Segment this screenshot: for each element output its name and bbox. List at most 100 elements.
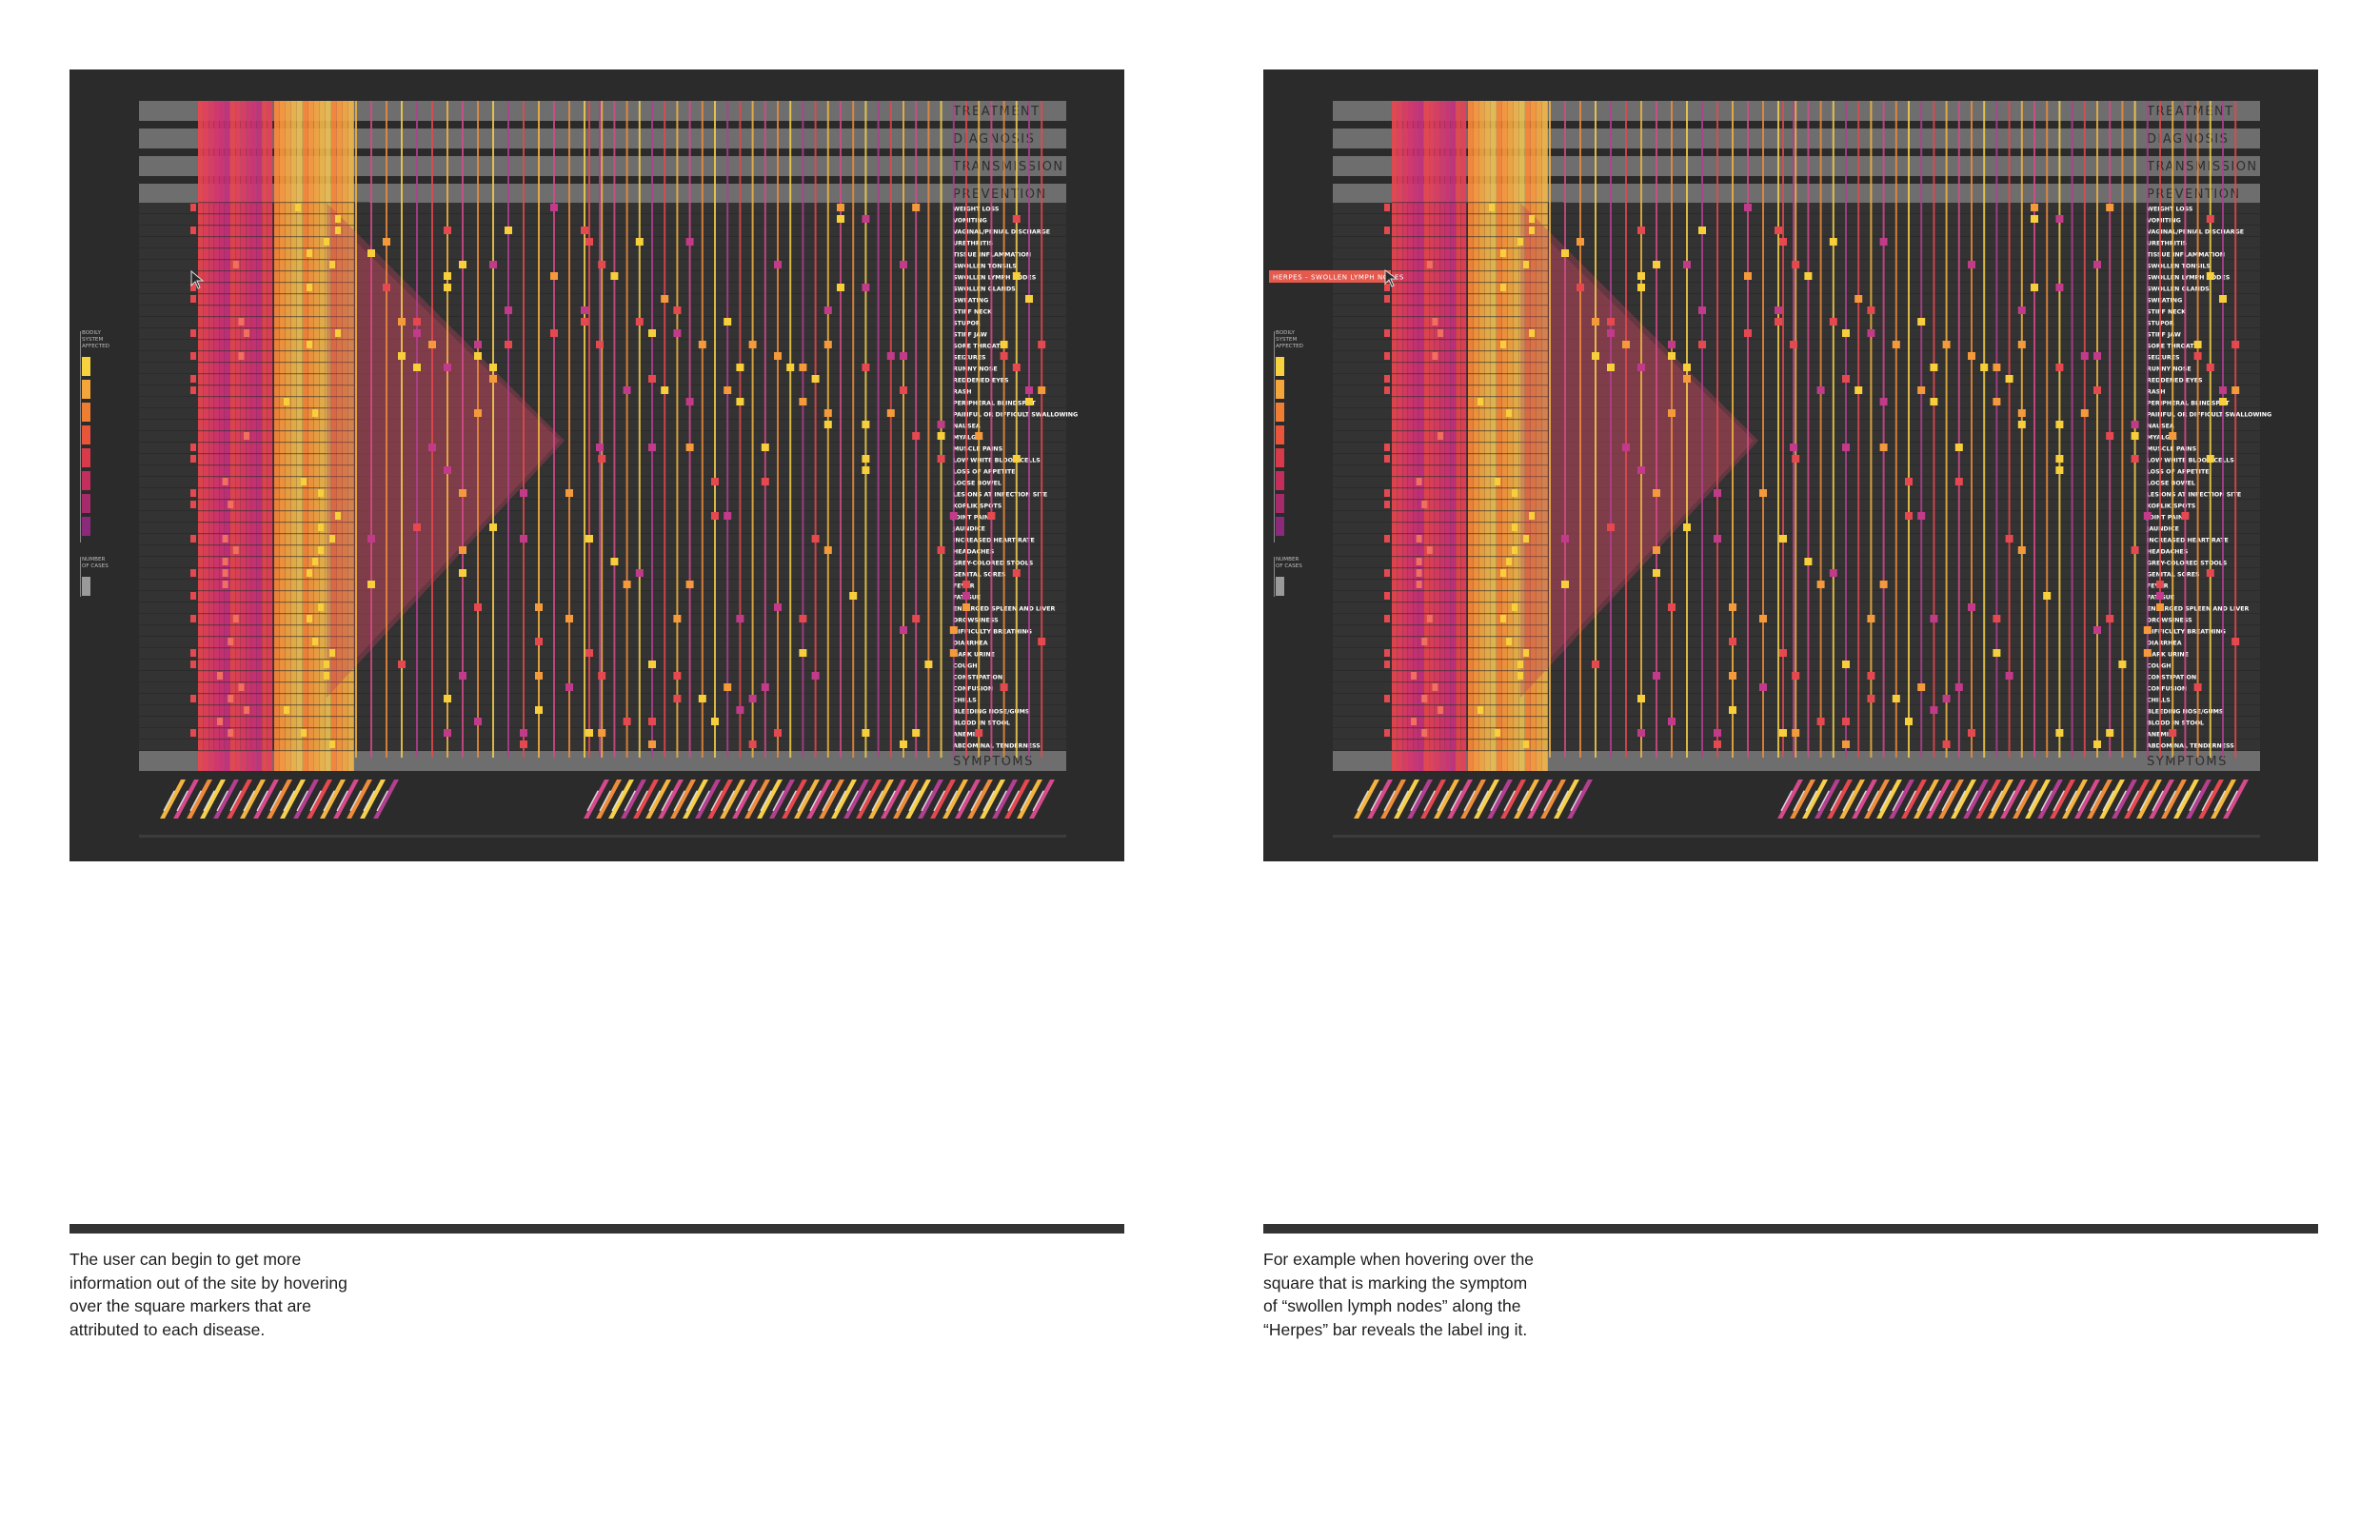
symptom-label[interactable]: RASH: [2147, 389, 2166, 396]
symptom-label[interactable]: DIFFICULTY BREATHING: [2147, 629, 2226, 636]
symptom-marker[interactable]: [1930, 615, 1937, 622]
symptom-marker[interactable]: [1880, 398, 1888, 405]
symptom-marker[interactable]: [673, 306, 681, 314]
symptom-marker[interactable]: [2231, 341, 2239, 348]
symptom-marker[interactable]: [912, 204, 920, 211]
symptom-marker[interactable]: [2207, 272, 2214, 280]
symptom-marker[interactable]: [1714, 535, 1721, 543]
symptom-label[interactable]: CONSTIPATION: [2147, 675, 2196, 681]
symptom-marker[interactable]: [367, 581, 375, 588]
symptom-marker[interactable]: [489, 523, 497, 531]
symptom-marker[interactable]: [837, 284, 844, 291]
symptom-label[interactable]: INCREASED HEART RATE: [2147, 538, 2229, 544]
symptom-marker[interactable]: [489, 261, 497, 268]
symptom-marker[interactable]: [1867, 306, 1874, 314]
symptom-marker[interactable]: [1561, 535, 1569, 543]
symptom-marker[interactable]: [1025, 386, 1033, 394]
symptom-marker[interactable]: [950, 512, 958, 520]
symptom-marker[interactable]: [1592, 352, 1599, 360]
symptom-marker[interactable]: [799, 649, 806, 657]
symptom-marker[interactable]: [711, 478, 719, 485]
symptom-marker[interactable]: [474, 341, 482, 348]
symptom-marker[interactable]: [459, 489, 466, 497]
symptom-marker[interactable]: [413, 523, 421, 531]
symptom-marker[interactable]: [1917, 318, 1925, 326]
symptom-label[interactable]: GREY-COLORED STOOLS: [953, 561, 1034, 567]
symptom-marker[interactable]: [1561, 249, 1569, 257]
symptom-marker[interactable]: [367, 249, 375, 257]
symptom-marker[interactable]: [912, 615, 920, 622]
symptom-marker[interactable]: [550, 272, 558, 280]
symptom-marker[interactable]: [736, 615, 744, 622]
symptom-marker[interactable]: [2106, 432, 2113, 440]
symptom-marker[interactable]: [962, 581, 970, 588]
symptom-marker[interactable]: [2219, 386, 2227, 394]
symptom-marker[interactable]: [799, 364, 806, 371]
symptom-marker[interactable]: [2169, 729, 2176, 737]
symptom-marker[interactable]: [924, 661, 932, 668]
symptom-marker[interactable]: [636, 569, 644, 577]
symptom-marker[interactable]: [474, 718, 482, 725]
symptom-marker[interactable]: [444, 272, 451, 280]
symptom-marker[interactable]: [1025, 398, 1033, 405]
symptom-marker[interactable]: [1668, 409, 1676, 417]
symptom-marker[interactable]: [774, 352, 782, 360]
symptom-marker[interactable]: [1955, 478, 1963, 485]
symptom-marker[interactable]: [2194, 352, 2202, 360]
symptom-label[interactable]: URETHRITIS: [953, 241, 994, 247]
symptom-marker[interactable]: [383, 284, 390, 291]
symptom-marker[interactable]: [1653, 546, 1660, 554]
symptom-marker[interactable]: [550, 329, 558, 337]
symptom-label[interactable]: SEIZURES: [953, 355, 986, 362]
symptom-marker[interactable]: [1698, 341, 1706, 348]
symptom-marker[interactable]: [938, 421, 945, 428]
symptom-marker[interactable]: [581, 306, 588, 314]
symptom-label[interactable]: CONSTIPATION: [953, 675, 1002, 681]
symptom-label[interactable]: INCREASED HEART RATE: [953, 538, 1035, 544]
symptom-marker[interactable]: [2043, 592, 2051, 600]
symptom-marker[interactable]: [1759, 683, 1767, 691]
symptom-marker[interactable]: [824, 421, 832, 428]
symptom-marker[interactable]: [724, 512, 731, 520]
symptom-marker[interactable]: [2132, 432, 2139, 440]
symptom-marker[interactable]: [1917, 512, 1925, 520]
symptom-marker[interactable]: [887, 352, 895, 360]
symptom-marker[interactable]: [1577, 238, 1584, 246]
symptom-marker[interactable]: [1683, 523, 1691, 531]
symptom-marker[interactable]: [749, 695, 757, 702]
symptom-marker[interactable]: [1775, 306, 1782, 314]
symptom-marker[interactable]: [2055, 466, 2063, 474]
symptom-marker[interactable]: [2207, 569, 2214, 577]
symptom-marker[interactable]: [975, 729, 982, 737]
symptom-marker[interactable]: [610, 558, 618, 565]
symptom-marker[interactable]: [1622, 341, 1630, 348]
symptom-marker[interactable]: [1001, 683, 1008, 691]
symptom-marker[interactable]: [2144, 626, 2152, 634]
symptom-marker[interactable]: [1867, 672, 1874, 680]
symptom-marker[interactable]: [1607, 523, 1615, 531]
symptom-marker[interactable]: [938, 546, 945, 554]
symptom-marker[interactable]: [1683, 375, 1691, 383]
disease-symptom-chart[interactable]: TREATMENTDIAGNOSISTRANSMISSIONPREVENTION…: [69, 69, 1124, 861]
symptom-label[interactable]: VAGINAL/PENIAL DISCHARGE: [953, 229, 1050, 236]
symptom-marker[interactable]: [1993, 398, 2000, 405]
symptom-marker[interactable]: [1668, 603, 1676, 611]
symptom-marker[interactable]: [900, 626, 907, 634]
symptom-label[interactable]: LOSS OF APPETITE: [2147, 469, 2210, 476]
symptom-label[interactable]: LOOSE BOWEL: [953, 481, 1002, 487]
symptom-marker[interactable]: [1804, 558, 1812, 565]
symptom-marker[interactable]: [837, 204, 844, 211]
symptom-marker[interactable]: [598, 455, 605, 463]
symptom-label[interactable]: JOINT PAIN: [2146, 515, 2183, 522]
symptom-marker[interactable]: [887, 409, 895, 417]
symptom-marker[interactable]: [1893, 341, 1900, 348]
symptom-marker[interactable]: [1817, 718, 1825, 725]
symptom-marker[interactable]: [2106, 204, 2113, 211]
symptom-marker[interactable]: [1001, 341, 1008, 348]
symptom-marker[interactable]: [520, 489, 527, 497]
symptom-marker[interactable]: [367, 535, 375, 543]
symptom-marker[interactable]: [762, 683, 769, 691]
symptom-marker[interactable]: [812, 535, 820, 543]
symptom-marker[interactable]: [749, 341, 757, 348]
symptom-label[interactable]: DIARRHEA: [953, 641, 988, 647]
